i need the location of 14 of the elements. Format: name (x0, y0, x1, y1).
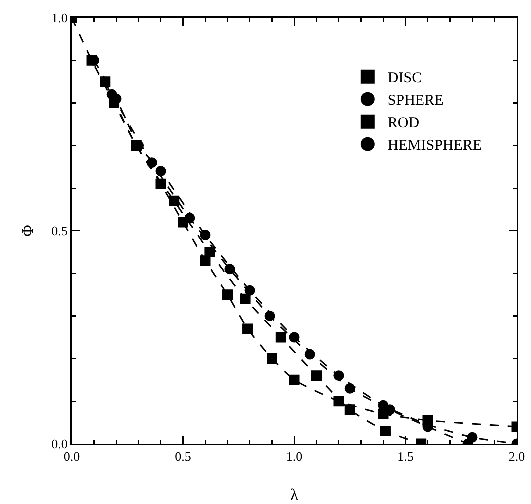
y-tick-label: 1.0 (52, 10, 68, 26)
x-tick-label: 0.5 (175, 449, 192, 464)
x-tick-label: 1.5 (398, 449, 414, 464)
legend-label: ROD (388, 116, 420, 132)
legend-label: SPHERE (388, 93, 444, 110)
y-tick-label: 0.0 (52, 436, 68, 452)
legend-label: DISC (388, 70, 422, 87)
y-tick-label: 0.5 (52, 224, 68, 239)
legend-label: HEMISPHERE (388, 138, 482, 154)
y-axis-title: Φ (20, 224, 37, 237)
x-axis-title: λ (290, 487, 299, 504)
x-tick-label: 1.0 (286, 449, 303, 464)
x-tick-label: 2.0 (508, 449, 526, 464)
x-tick-label: 0.0 (64, 449, 80, 464)
